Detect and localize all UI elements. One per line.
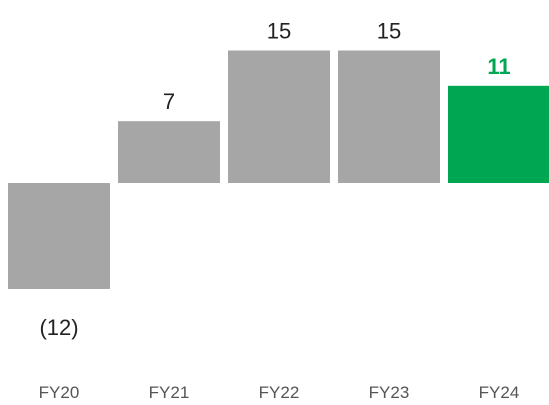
value-label-fy23: 15 [377, 19, 401, 44]
value-label-fy22: 15 [267, 19, 291, 44]
bar-fy21 [118, 121, 220, 183]
category-label-fy24: FY24 [479, 383, 520, 402]
bar-fy23 [338, 50, 440, 183]
value-label-fy24: 11 [487, 54, 510, 79]
value-label-fy21: 7 [163, 89, 175, 114]
category-label-fy23: FY23 [369, 383, 410, 402]
category-label-fy22: FY22 [259, 383, 300, 402]
bar-fy20 [8, 183, 110, 289]
value-label-fy20: (12) [39, 315, 78, 340]
category-label-fy21: FY21 [149, 383, 190, 402]
bar-fy22 [228, 50, 330, 183]
category-label-fy20: FY20 [39, 383, 80, 402]
bar-fy24 [448, 85, 549, 183]
